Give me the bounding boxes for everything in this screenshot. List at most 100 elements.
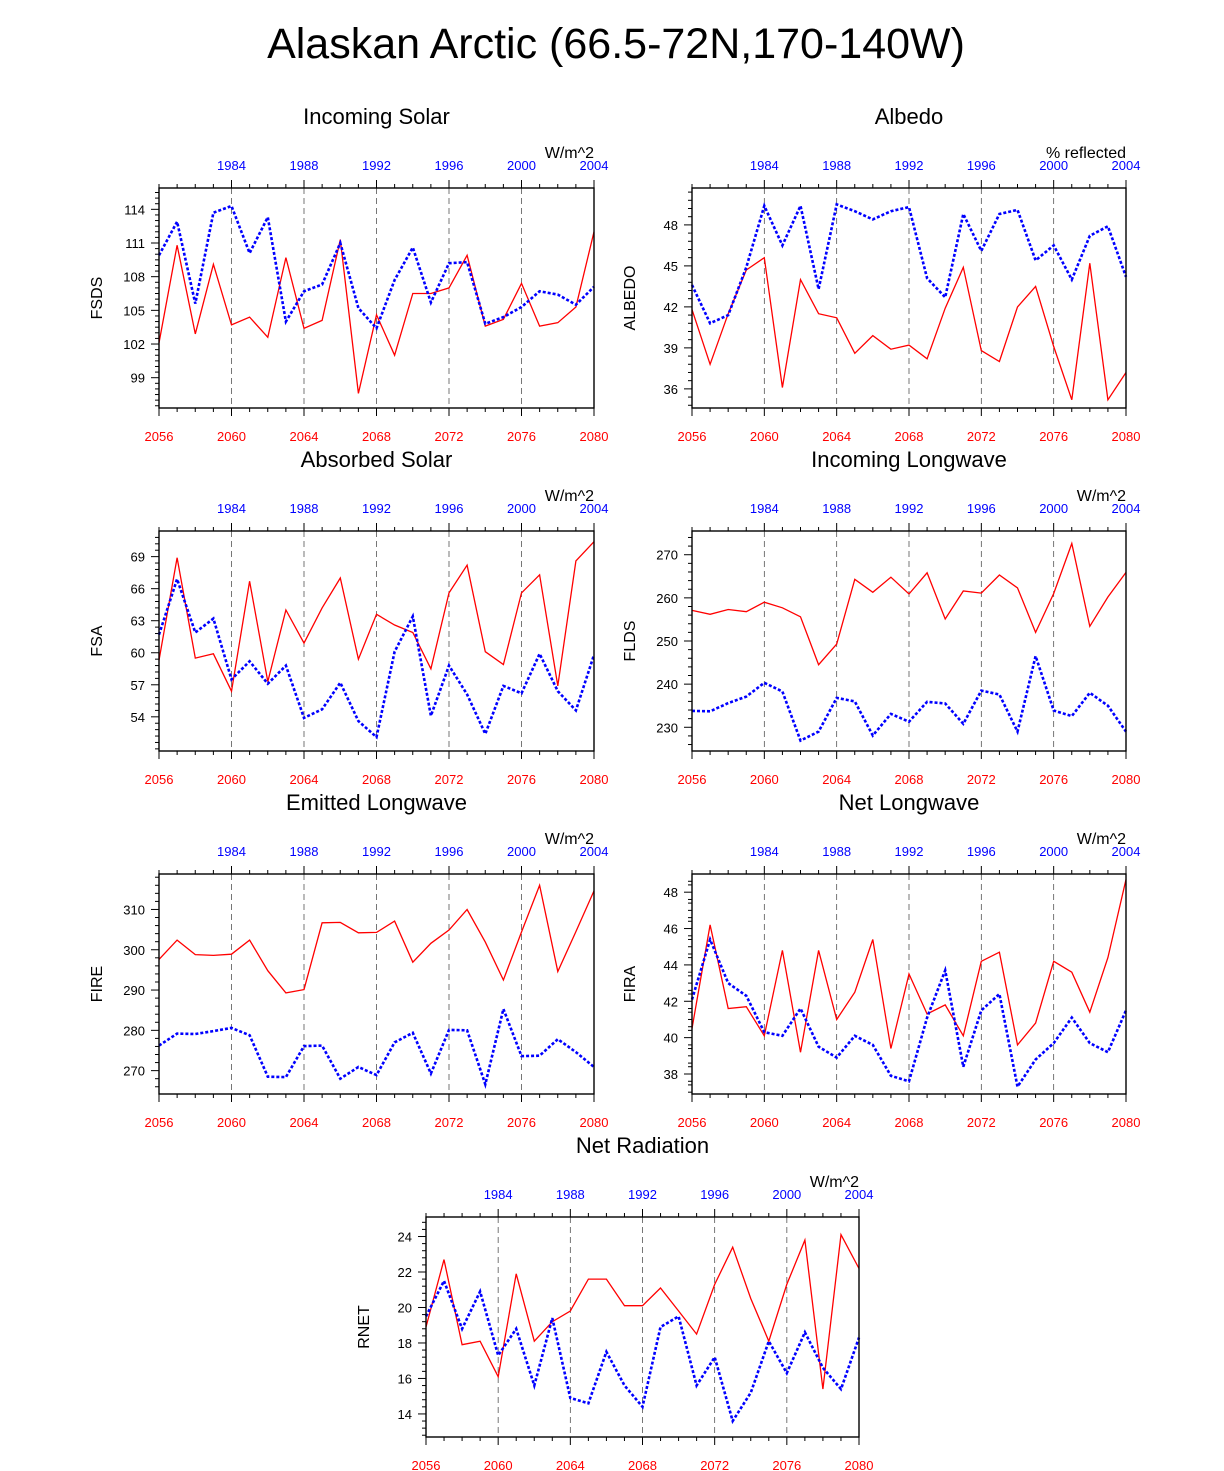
albedo-xtick-label: 2060 [750,429,779,444]
fire-ylabel: FIRE [89,966,106,1002]
fira-xtick-label: 2068 [895,1115,924,1130]
fira-ylabel: FIRA [622,965,639,1002]
fsa-ytick-label: 69 [131,550,145,565]
flds-units-label: W/m^2 [1077,488,1126,505]
flds-xtick-label: 2076 [1039,772,1068,787]
fsds-ytick-label: 111 [125,236,145,251]
fira-frame [691,873,1127,1095]
fsds-ytick-label: 102 [123,337,145,352]
fsds-ytick-label: 99 [131,371,145,386]
rnet-model-series [425,1232,860,1390]
albedo-xtick-label: 2080 [1112,429,1141,444]
fire-top-xtick-label: 2000 [507,844,536,859]
flds-ylabel: FLDS [622,621,639,662]
rnet-xtick-label: 2080 [845,1458,874,1471]
albedo-top-xtick-label: 2004 [1112,158,1141,173]
fira-xtick-label: 2080 [1112,1115,1141,1130]
fira-top-xtick-label: 2004 [1112,844,1141,859]
fira-model-series [691,879,1127,1053]
rnet-ytick-label: 24 [398,1230,412,1245]
fira-top-xtick-label: 1988 [822,844,851,859]
fsa-xtick-label: 2068 [362,772,391,787]
flds-top-xtick-label: 2000 [1039,501,1068,516]
fira-top-xtick-label: 1984 [750,844,779,859]
rnet-xtick-label: 2060 [484,1458,513,1471]
rnet-top-xtick-label: 2000 [772,1187,801,1202]
fire-xtick-label: 2068 [362,1115,391,1130]
rnet-ylabel: RNET [356,1305,373,1349]
fire-top-xtick-label: 1996 [435,844,464,859]
fira-ytick-label: 48 [664,885,678,900]
albedo-xtick-label: 2064 [822,429,851,444]
fire-units-label: W/m^2 [545,831,594,848]
albedo-ytick-label: 48 [664,218,678,233]
flds-top-xtick-label: 1988 [822,501,851,516]
page-title: Alaskan Arctic (66.5-72N,170-140W) [267,20,965,68]
albedo-ylabel: ALBEDO [622,266,639,331]
fire-title: Emitted Longwave [286,790,467,815]
fsa-top-xtick-label: 2004 [580,501,609,516]
fira-title: Net Longwave [839,790,980,815]
albedo-obs-series [690,201,1128,326]
fsa-xtick-label: 2076 [507,772,536,787]
fire-ytick-label: 310 [123,902,145,917]
fsa-top-xtick-label: 1984 [217,501,246,516]
fira-units-label: W/m^2 [1077,831,1126,848]
fire-xtick-label: 2056 [145,1115,174,1130]
fire-ytick-label: 270 [123,1064,145,1079]
flds-top-xtick-label: 1984 [750,501,779,516]
fire-top-xtick-label: 1984 [217,844,246,859]
albedo-top-xtick-label: 1988 [822,158,851,173]
fsa-top-xtick-label: 1988 [290,501,319,516]
fire-model-series [158,883,595,994]
rnet-top-xtick-label: 2004 [845,1187,874,1202]
flds-top-xtick-label: 1996 [967,501,996,516]
fire-panel: Emitted Longwave W/m^2 FIRE 2056 2060 2064 206… [89,790,608,1130]
flds-model-series [691,541,1127,666]
fire-top-xtick-label: 2004 [580,844,609,859]
fsds-top-xtick-label: 2000 [507,158,536,173]
fira-xtick-label: 2064 [822,1115,851,1130]
albedo-xtick-label: 2072 [967,429,996,444]
flds-top-xtick-label: 1992 [895,501,924,516]
fire-ytick-label: 290 [123,983,145,998]
rnet-xtick-label: 2064 [556,1458,585,1471]
fire-xtick-label: 2060 [217,1115,246,1130]
rnet-xtick-label: 2056 [412,1458,441,1471]
fsa-model-series [158,541,595,694]
fira-xtick-label: 2076 [1039,1115,1068,1130]
fsds-top-xtick-label: 1992 [362,158,391,173]
flds-title: Incoming Longwave [811,447,1007,472]
fire-frame [158,873,595,1095]
rnet-top-xtick-label: 1984 [484,1187,513,1202]
fire-ytick-label: 300 [123,943,145,958]
fira-ytick-label: 46 [664,922,678,937]
flds-xtick-label: 2072 [967,772,996,787]
fsa-ytick-label: 66 [131,582,145,597]
albedo-xtick-label: 2068 [895,429,924,444]
rnet-ytick-label: 20 [398,1300,412,1315]
albedo-ytick-label: 39 [664,341,678,356]
rnet-ytick-label: 22 [398,1265,412,1280]
rnet-units-label: W/m^2 [810,1174,859,1191]
fsds-xtick-label: 2080 [580,429,609,444]
rnet-panel: Net Radiation W/m^2 RNET 2056 2060 2064 2068 20… [356,1133,873,1471]
albedo-xtick-label: 2076 [1039,429,1068,444]
fsa-units-label: W/m^2 [545,488,594,505]
fira-top-xtick-label: 1996 [967,844,996,859]
flds-xtick-label: 2060 [750,772,779,787]
fsds-ytick-label: 114 [124,202,145,217]
rnet-xtick-label: 2068 [628,1458,657,1471]
albedo-top-xtick-label: 1992 [895,158,924,173]
flds-frame [691,530,1127,752]
fsds-top-xtick-label: 1996 [435,158,464,173]
fira-obs-series [690,935,1128,1091]
fsa-top-xtick-label: 1992 [362,501,391,516]
albedo-top-xtick-label: 2000 [1039,158,1068,173]
fsds-ylabel: FSDS [89,277,106,320]
fsa-ylabel: FSA [89,625,106,656]
fira-top-xtick-label: 2000 [1039,844,1068,859]
fira-ytick-label: 38 [664,1067,678,1082]
fsa-top-xtick-label: 2000 [507,501,536,516]
albedo-panel: Albedo % reflected ALBEDO 2056 2060 2064 2068 2… [622,104,1140,444]
